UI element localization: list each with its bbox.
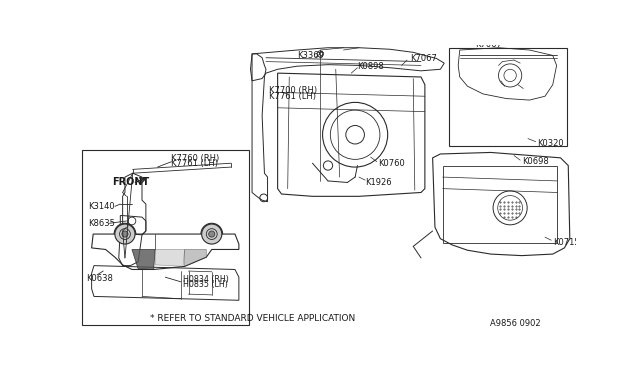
Text: K0898: K0898 <box>356 62 383 71</box>
Circle shape <box>209 231 215 237</box>
Text: K0698: K0698 <box>522 157 548 166</box>
Text: K7760 (RH): K7760 (RH) <box>172 154 220 163</box>
Text: K0715: K0715 <box>553 238 579 247</box>
Text: H0834 (RH): H0834 (RH) <box>183 275 229 284</box>
Polygon shape <box>155 250 184 266</box>
Text: K1926: K1926 <box>365 178 392 187</box>
Polygon shape <box>132 250 155 269</box>
Circle shape <box>202 224 222 244</box>
Text: K0760: K0760 <box>378 159 405 168</box>
Text: FRONT: FRONT <box>113 177 150 187</box>
Text: K0638: K0638 <box>86 274 113 283</box>
Text: K0320: K0320 <box>537 140 564 148</box>
Text: K3369: K3369 <box>297 51 324 60</box>
Text: K7700 (RH): K7700 (RH) <box>269 86 317 95</box>
Polygon shape <box>184 250 206 266</box>
Bar <box>83 150 249 325</box>
Bar <box>443 166 557 243</box>
Text: K7067: K7067 <box>476 40 502 49</box>
Text: * REFER TO STANDARD VEHICLE APPLICATION: * REFER TO STANDARD VEHICLE APPLICATION <box>150 314 355 323</box>
Text: H0835 (LH): H0835 (LH) <box>183 280 228 289</box>
Circle shape <box>115 224 135 244</box>
Text: K7761 (LH): K7761 (LH) <box>172 160 218 169</box>
Text: K7067: K7067 <box>410 54 437 63</box>
Text: K3140: K3140 <box>88 202 115 211</box>
Bar <box>449 48 566 146</box>
Text: A9856 0902: A9856 0902 <box>490 319 541 328</box>
Circle shape <box>122 231 128 237</box>
Text: K7761 (LH): K7761 (LH) <box>269 92 316 101</box>
Text: K8635: K8635 <box>88 219 115 228</box>
